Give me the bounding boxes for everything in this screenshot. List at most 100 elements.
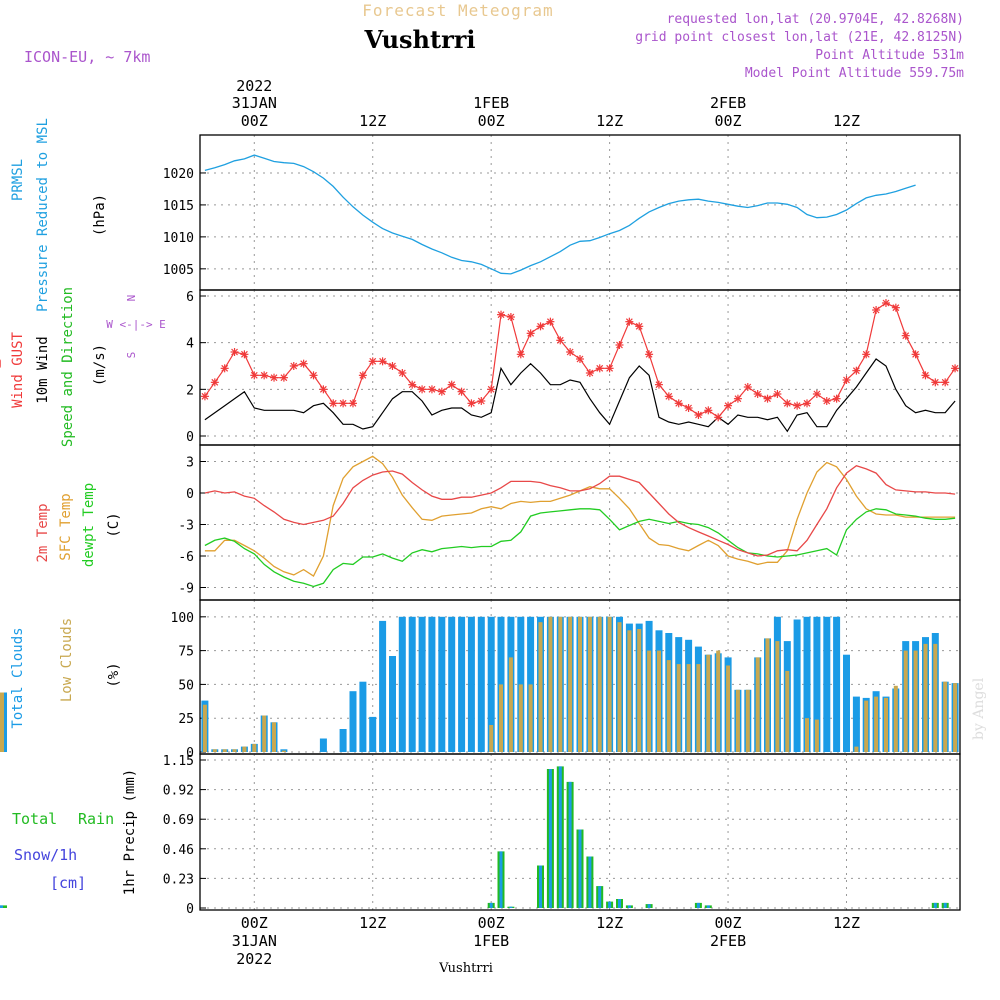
gust-point — [506, 313, 515, 321]
gust-point — [200, 392, 209, 401]
gust-point-stroke — [339, 399, 347, 407]
gust-point-stroke — [359, 371, 367, 379]
gust-point — [773, 390, 782, 398]
gust-point-stroke — [616, 341, 623, 349]
gust-point-stroke — [645, 350, 653, 358]
gust-point — [289, 362, 298, 370]
gust-point-stroke — [398, 369, 406, 377]
gust-point-stroke — [823, 397, 831, 405]
low-cloud-bar — [785, 670, 790, 752]
total-cloud-bar — [339, 729, 347, 752]
gust-point-stroke — [704, 406, 712, 414]
gust-point-stroke — [240, 350, 248, 358]
low-cloud-bar — [676, 664, 681, 752]
top-axis-date: 31JAN — [232, 94, 277, 112]
y-tick-label: -6 — [178, 550, 194, 565]
low-cloud-bar — [499, 684, 503, 752]
gust-point — [388, 362, 397, 370]
gust-point-stroke — [882, 299, 890, 307]
gust-point-stroke — [951, 364, 959, 372]
gust-point-stroke — [744, 383, 752, 391]
gust-point — [941, 378, 950, 387]
panel-label: SFC Temp — [58, 493, 74, 560]
top-axis-date: 1FEB — [473, 94, 509, 112]
station-title: Vushtrri — [364, 25, 476, 54]
low-cloud-bar — [232, 749, 237, 752]
low-cloud-bar — [943, 681, 948, 752]
gust-point — [645, 350, 654, 359]
gust-point-stroke — [655, 381, 663, 389]
gust-point — [911, 350, 920, 359]
gust-point-stroke — [941, 378, 949, 386]
gust-point — [753, 390, 762, 398]
gust-point — [467, 399, 476, 408]
low-cloud-bar — [933, 643, 938, 752]
gust-point-stroke — [507, 313, 515, 321]
low-cloud-bar — [272, 722, 276, 752]
gust-point-stroke — [319, 385, 327, 393]
low-cloud-bar — [528, 684, 533, 752]
gust-point-stroke — [448, 381, 456, 389]
temp-line-0 — [204, 464, 956, 557]
y-tick-label: 1.15 — [163, 754, 194, 769]
compass-label: S — [125, 352, 138, 359]
gust-point-stroke — [754, 390, 762, 398]
requested-coords: requested lon,lat (20.9704E, 42.8268N) — [667, 12, 964, 27]
gust-point — [250, 371, 259, 380]
rain-bar — [509, 906, 513, 908]
gust-point — [832, 394, 841, 403]
gust-point — [368, 357, 377, 366]
gust-point — [556, 336, 565, 345]
panel-frame — [199, 753, 961, 911]
y-tick-label: 4 — [186, 337, 194, 352]
low-cloud-bar — [854, 746, 859, 752]
wind-line — [204, 358, 956, 433]
bottom-axis-hour: 00Z — [241, 914, 268, 932]
low-cloud-bar — [814, 719, 819, 752]
y-tick-label: 0.23 — [163, 872, 194, 887]
gust-point — [852, 366, 861, 375]
total-cloud-bar — [418, 616, 426, 752]
low-cloud-bar — [262, 715, 267, 752]
model-altitude: Model Point Altitude 559.75m — [745, 66, 964, 81]
gust-point-stroke — [685, 404, 692, 412]
gust-point-stroke — [537, 322, 544, 330]
point-altitude: Point Altitude 531m — [815, 48, 964, 63]
top-axis-hour: 00Z — [715, 112, 742, 130]
gust-point-stroke — [872, 306, 880, 314]
y-tick-label: 50 — [178, 678, 194, 693]
y-tick-label: 6 — [186, 290, 194, 305]
gust-point-stroke — [596, 364, 604, 372]
y-tick-label: 1020 — [163, 167, 194, 182]
gust-point — [329, 399, 338, 408]
total-cloud-bar — [803, 616, 811, 752]
gust-point — [566, 348, 575, 356]
total-cloud-bar — [398, 616, 406, 752]
top-axis-hour: 00Z — [241, 112, 268, 130]
rain-bar — [539, 865, 542, 908]
gust-point — [842, 376, 851, 384]
total-cloud-bar — [823, 616, 831, 752]
bottom-axis-year: 2022 — [236, 950, 272, 968]
gust-point — [763, 394, 772, 403]
low-cloud-bar — [647, 650, 652, 752]
rain-bar — [943, 902, 947, 908]
gust-point — [220, 364, 229, 373]
panel-label: 1hr Precip (mm) — [122, 769, 138, 895]
gust-point — [447, 380, 456, 389]
gust-point-stroke — [270, 374, 278, 382]
low-cloud-bar — [587, 616, 592, 752]
gust-point — [427, 385, 436, 394]
gust-point — [714, 413, 723, 422]
low-cloud-bar — [607, 616, 612, 752]
low-cloud-bar — [745, 689, 750, 752]
total-cloud-bar — [349, 691, 357, 752]
y-tick-label: 0 — [186, 746, 194, 761]
low-cloud-bar — [242, 746, 247, 752]
gust-point — [872, 306, 881, 314]
gust-point-stroke — [783, 399, 791, 407]
gust-point — [378, 357, 387, 366]
gust-point-stroke — [458, 388, 465, 396]
